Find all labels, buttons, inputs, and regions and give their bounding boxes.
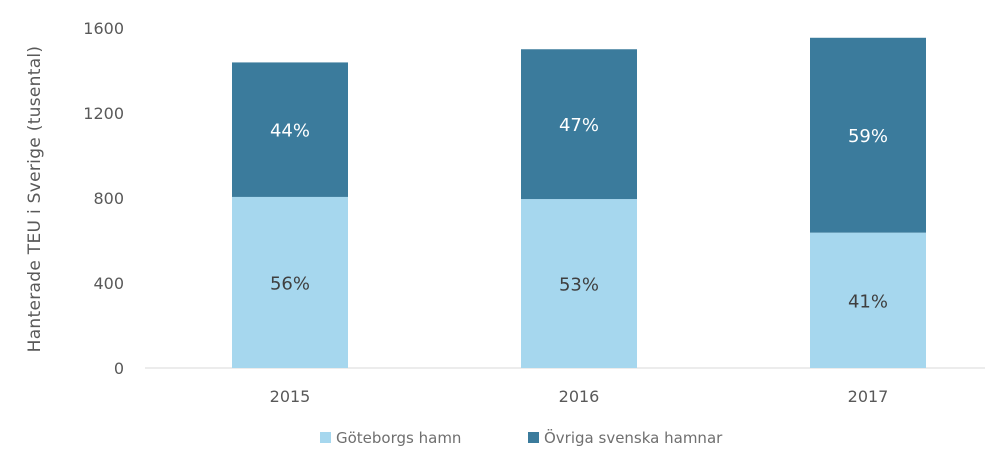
y-tick-label: 800 [93, 189, 124, 208]
x-axis-ticks: 2015 2016 2017 [270, 387, 889, 406]
legend-swatch [528, 432, 539, 443]
bar-segment-2015-goteborg [232, 196, 348, 368]
legend-label: Övriga svenska hamnar [544, 428, 723, 447]
x-tick-label: 2017 [848, 387, 889, 406]
data-label: 44% [270, 121, 310, 142]
bar-segment-2015-ovriga [232, 62, 348, 197]
data-label: 53% [559, 275, 599, 296]
x-tick-label: 2016 [559, 387, 600, 406]
bar-segment-2017-goteborg [810, 232, 926, 368]
y-tick-label: 1200 [83, 104, 124, 123]
y-axis-ticks: 0 400 800 1200 1600 [83, 19, 124, 378]
data-label: 47% [559, 115, 599, 136]
bars: 56% 44% 53% 47% 41% 59% [232, 37, 926, 368]
legend-swatch [320, 432, 331, 443]
bar-segment-2016-goteborg [521, 199, 637, 368]
y-axis-label: Hanterade TEU i Sverige (tusental) [25, 46, 45, 353]
bar-segment-2017-ovriga [810, 37, 926, 233]
y-tick-label: 1600 [83, 19, 124, 38]
x-tick-label: 2015 [270, 387, 311, 406]
data-label: 41% [848, 291, 888, 312]
data-label: 56% [270, 273, 310, 294]
data-label: 59% [848, 126, 888, 147]
y-tick-label: 0 [114, 359, 124, 378]
y-tick-label: 400 [93, 274, 124, 293]
legend-label: Göteborgs hamn [336, 429, 461, 447]
legend: Göteborgs hamn Övriga svenska hamnar [320, 428, 723, 447]
bar-segment-2016-ovriga [521, 49, 637, 200]
